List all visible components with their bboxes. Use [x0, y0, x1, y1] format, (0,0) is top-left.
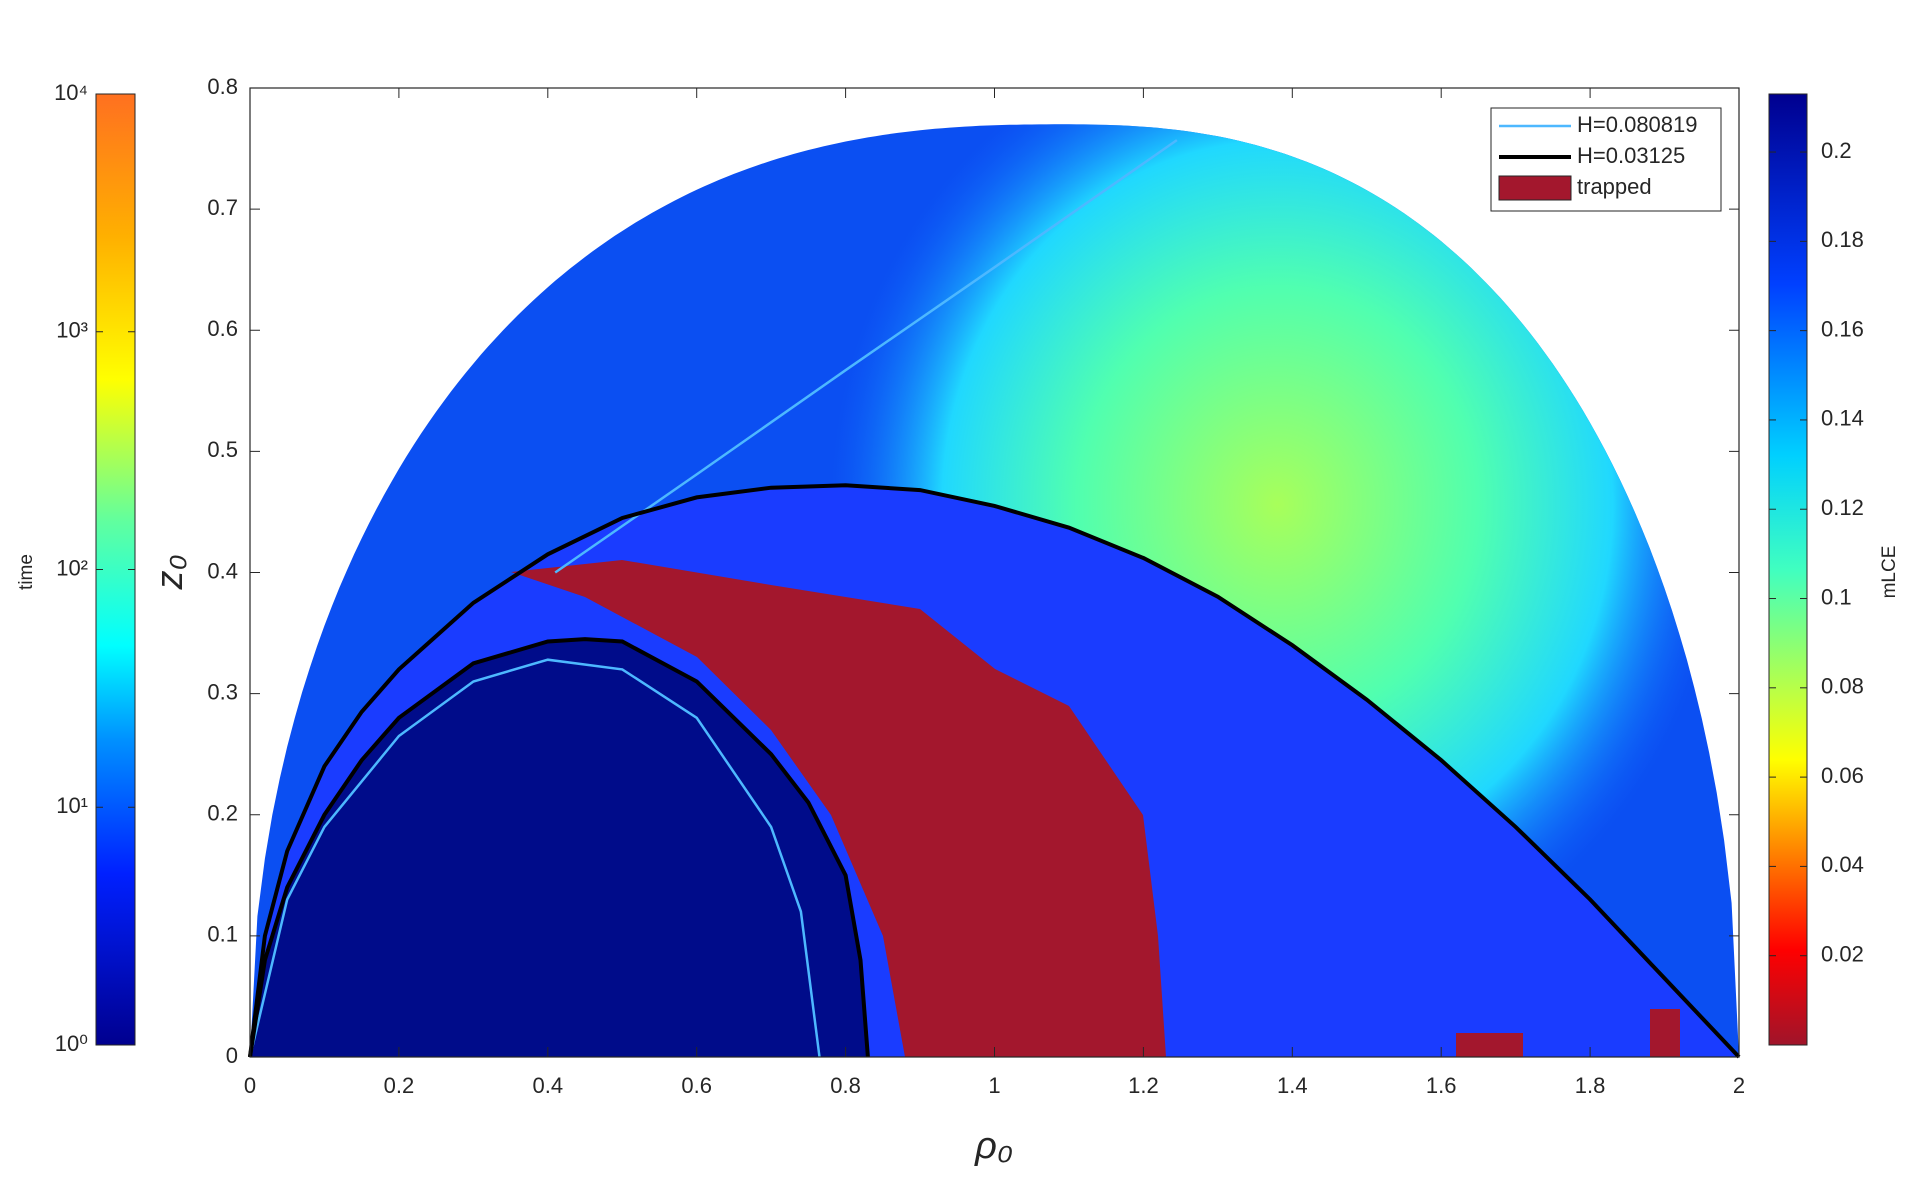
y-tick-label: 0.2 [207, 801, 238, 826]
x-tick-label: 0.4 [533, 1073, 564, 1098]
x-tick-label: 0.8 [830, 1073, 861, 1098]
colorbar-tick-label: 0.18 [1821, 227, 1864, 252]
colorbar-tick-label: 0.04 [1821, 852, 1864, 877]
colorbar-tick-label: 0.08 [1821, 674, 1864, 699]
y-tick-label: 0.4 [207, 558, 238, 583]
colorbar-tick-label: 0.06 [1821, 763, 1864, 788]
y-tick-label: 0.7 [207, 195, 238, 220]
colorbar-tick-label: 0.12 [1821, 495, 1864, 520]
y-tick-label: 0.5 [207, 437, 238, 462]
colorbar-tick-label: 10¹ [56, 793, 88, 818]
colorbar-tick-label: 10⁰ [55, 1031, 88, 1056]
contour-line [554, 139, 1178, 574]
x-axis-label: ρ₀ [974, 1125, 1013, 1167]
colorbar [1768, 93, 1808, 1046]
colorbar-tick-label: 0.02 [1821, 942, 1864, 967]
x-tick-label: 2 [1733, 1073, 1745, 1098]
contour-line [248, 483, 1741, 1059]
legend-swatch [1498, 175, 1572, 201]
y-tick-label: 0.6 [207, 316, 238, 341]
trapped-region [1456, 1033, 1523, 1057]
colorbar-tick-label: 0.16 [1821, 316, 1864, 341]
legend-label: H=0.03125 [1577, 143, 1685, 168]
x-tick-label: 0.6 [681, 1073, 712, 1098]
trapped-region [1650, 1009, 1680, 1057]
contour-line [248, 658, 821, 1058]
colorbar-tick-label: 10³ [56, 318, 88, 343]
x-tick-label: 1.2 [1128, 1073, 1159, 1098]
y-tick-label: 0 [226, 1043, 238, 1068]
colorbar-tick-label: 10⁴ [54, 80, 88, 105]
colorbar-tick-label: 0.14 [1821, 406, 1864, 431]
x-tick-label: 1 [988, 1073, 1000, 1098]
colorbar-label: mLCE [1879, 546, 1900, 599]
x-tick-label: 1.6 [1426, 1073, 1457, 1098]
x-tick-label: 1.8 [1575, 1073, 1606, 1098]
colorbar-tick-label: 0.1 [1821, 584, 1852, 609]
trapped-region [511, 560, 1166, 1057]
y-axis-label: z₀ [149, 554, 191, 590]
legend-label: H=0.080819 [1577, 112, 1698, 137]
legend-label: trapped [1577, 174, 1652, 199]
y-tick-label: 0.1 [207, 922, 238, 947]
x-tick-label: 0.2 [384, 1073, 415, 1098]
x-tick-label: 0 [244, 1073, 256, 1098]
colorbar-tick-label: 0.2 [1821, 138, 1852, 163]
y-tick-label: 0.8 [207, 74, 238, 99]
colorbar-tick-label: 10² [56, 555, 88, 580]
y-tick-label: 0.3 [207, 679, 238, 704]
x-tick-label: 1.4 [1277, 1073, 1308, 1098]
colorbar-label: time [16, 554, 37, 590]
contour-line [248, 637, 870, 1058]
